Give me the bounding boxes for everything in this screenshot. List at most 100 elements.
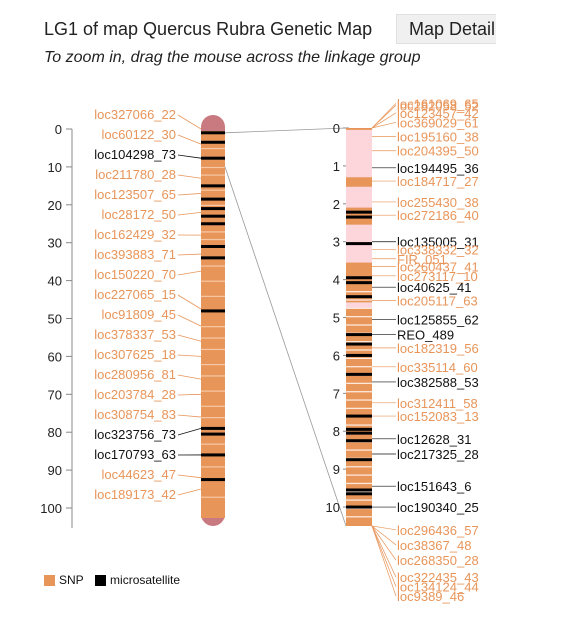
overview-snp-band — [201, 363, 225, 366]
overview-marker-label[interactable]: loc104298_73 — [94, 147, 176, 162]
zoom-snp-band — [346, 366, 372, 368]
overview-axis-tick-label: 30 — [48, 236, 62, 251]
zoom-axis-tick-label: 6 — [333, 348, 340, 363]
zoom-highlight-segment — [346, 129, 372, 178]
overview-marker-label[interactable]: loc227065_15 — [94, 287, 176, 302]
overview-marker-label[interactable]: loc170793_63 — [94, 447, 176, 462]
zoom-axis-tick-label: 7 — [333, 386, 340, 401]
overview-microsatellite-band — [201, 156, 225, 160]
zoom-axis-tick-label: 0 — [333, 121, 340, 136]
zoom-marker-label[interactable]: loc40625_41 — [397, 280, 471, 295]
zoom-microsatellite-band — [346, 281, 372, 285]
zoom-marker-label[interactable]: loc369029_61 — [397, 115, 479, 130]
zoom-axis-tick-label: 8 — [333, 424, 340, 439]
overview-marker-label[interactable]: loc189173_42 — [94, 487, 176, 502]
zoom-marker-label[interactable]: loc182319_56 — [397, 341, 479, 356]
zoom-marker-label[interactable]: loc312411_58 — [397, 396, 478, 411]
zoom-highlight-segment — [346, 186, 372, 208]
zoom-microsatellite-band — [346, 372, 372, 376]
overview-chromosome-body[interactable] — [201, 131, 225, 518]
zoom-marker-label[interactable]: loc152083_13 — [397, 409, 479, 424]
zoom-marker-label[interactable]: REO_489 — [397, 328, 454, 343]
zoom-marker-label[interactable]: loc125855_62 — [397, 312, 479, 327]
zoom-microsatellite-band — [346, 458, 372, 462]
overview-marker-label[interactable]: loc150220_70 — [94, 267, 176, 282]
overview-marker-label[interactable]: loc307625_18 — [94, 347, 176, 362]
zoom-marker-label[interactable]: FIR_051 — [397, 252, 447, 267]
overview-marker-connector — [177, 488, 202, 496]
zoom-marker-label[interactable]: loc38367_48 — [397, 538, 471, 553]
zoom-microsatellite-band — [346, 276, 372, 280]
overview-marker-label[interactable]: loc327066_22 — [94, 107, 176, 122]
zoom-marker-label[interactable]: loc282058_52 — [397, 98, 479, 113]
zoom-marker-label[interactable]: loc255430_38 — [397, 195, 479, 210]
zoom-snp-band — [346, 466, 372, 468]
zoom-marker-label[interactable]: loc382588_53 — [397, 375, 479, 390]
overview-marker-label[interactable]: loc162429_32 — [94, 227, 176, 242]
zoom-marker-label[interactable]: loc9389_46 — [397, 589, 464, 604]
overview-marker-label[interactable]: loc393883_71 — [94, 247, 176, 262]
overview-marker-label[interactable]: loc28172_50 — [102, 207, 176, 222]
zoom-marker-label[interactable]: loc204395_50 — [397, 144, 479, 159]
zoom-snp-band — [346, 407, 372, 410]
overview-marker-label[interactable]: loc211780_28 — [95, 167, 176, 182]
legend-label-microsatellite: microsatellite — [110, 573, 181, 587]
zoom-marker-label[interactable]: loc134124_44 — [397, 580, 479, 595]
zoom-marker-label[interactable]: loc151643_6 — [397, 479, 471, 494]
zoom-marker-label[interactable]: loc161069_65 — [397, 96, 479, 111]
zoom-marker-label[interactable]: loc335114_60 — [397, 360, 478, 375]
zoom-marker-label[interactable]: loc12628_31 — [397, 432, 471, 447]
zoom-marker-label[interactable]: loc273117_10 — [397, 269, 478, 284]
zoom-marker-label[interactable]: loc272186_40 — [397, 208, 479, 223]
zoom-marker-label[interactable]: loc184717_27 — [397, 174, 479, 189]
zoom-marker-label[interactable]: loc260437_41 — [397, 259, 479, 274]
overview-marker-label[interactable]: loc44623_47 — [102, 467, 176, 482]
zoom-snp-band — [346, 357, 372, 360]
overview-microsatellite-band — [201, 140, 225, 144]
zoom-marker-label[interactable]: loc135005_31 — [397, 235, 479, 250]
zoom-marker-label[interactable]: loc190340_25 — [397, 500, 479, 515]
overview-snp-band — [201, 295, 225, 297]
overview-marker-label[interactable]: loc378337_53 — [94, 327, 176, 342]
zoom-axis-tick-label: 10 — [326, 500, 340, 515]
zoom-marker-connector — [371, 525, 397, 578]
overview-axis-tick-label: 0 — [55, 122, 62, 137]
overview-marker-label[interactable]: loc60122_30 — [102, 127, 176, 142]
overview-microsatellite-band — [201, 207, 225, 211]
zoom-marker-label[interactable]: loc268350_28 — [397, 553, 479, 568]
snp-swatch — [44, 574, 55, 586]
overview-marker-connector — [177, 174, 202, 179]
zoom-marker-label[interactable]: loc194495_36 — [397, 161, 479, 176]
zoom-marker-label[interactable]: loc205117_63 — [397, 293, 478, 308]
zoom-axis-tick-label: 1 — [333, 159, 340, 174]
overview-marker-label[interactable]: loc323756_73 — [94, 427, 176, 442]
overview-snp-band — [201, 348, 225, 351]
overview-microsatellite-band — [201, 432, 225, 436]
overview-marker-label[interactable]: loc123507_65 — [94, 187, 176, 202]
zoom-marker-label[interactable]: loc123457_42 — [397, 106, 479, 121]
overview-marker-connector — [177, 428, 202, 436]
zoom-microsatellite-band — [346, 215, 372, 219]
overview-marker-connector — [177, 154, 202, 159]
overview-marker-label[interactable]: loc203784_28 — [94, 387, 176, 402]
overview-microsatellite-band — [201, 426, 225, 430]
zoom-axis-tick-label: 2 — [333, 197, 340, 212]
zoom-snp-band — [346, 349, 372, 351]
map-detail-button[interactable]: Map Detail — [396, 14, 496, 44]
overview-snp-band — [201, 238, 225, 241]
overview-marker-connector — [177, 334, 202, 342]
overview-snp-band — [201, 166, 225, 169]
zoom-snp-band — [346, 474, 372, 476]
zoom-snp-band — [346, 491, 372, 493]
zoom-marker-label[interactable]: loc322435_43 — [397, 570, 479, 585]
overview-marker-label[interactable]: loc91809_45 — [102, 307, 176, 322]
zoom-marker-label[interactable]: loc338332_32 — [397, 242, 479, 257]
zoom-marker-label[interactable]: loc296436_57 — [397, 523, 479, 538]
zoom-marker-label[interactable]: loc217325_28 — [397, 447, 479, 462]
zoom-snp-band — [346, 299, 372, 301]
overview-marker-connector — [177, 114, 202, 130]
zoom-marker-label[interactable]: loc195160_38 — [397, 129, 479, 144]
overview-marker-label[interactable]: loc280956_81 — [94, 367, 176, 382]
overview-marker-label[interactable]: loc308754_83 — [94, 407, 176, 422]
